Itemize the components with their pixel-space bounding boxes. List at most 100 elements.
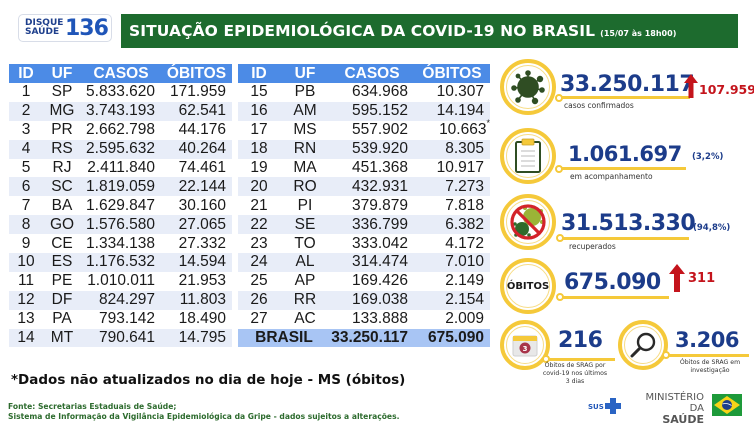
calendar-number: 3 [523,345,528,353]
recovered-percent: (94,8%) [693,223,731,233]
deaths-ring: ÓBITOS [500,258,556,314]
cell-casos-text: 539.920 [351,140,408,158]
brazil-flag-icon [712,394,742,416]
footer-logos: SUS MINISTÉRIO DA SAÚDE [588,392,748,424]
cell-casos: 133.888 [330,310,414,329]
cell-uf: PA [43,310,81,329]
cell-obitos: 171.959 [161,83,232,102]
confirmed-cases-label: casos confirmados [564,101,634,110]
srag-investigation-ring [618,320,668,370]
cell-obitos: 11.803 [161,290,232,310]
cell-uf-text: AC [294,310,316,328]
cell-uf-text: AP [294,272,316,290]
cell-id: 9 [9,234,43,253]
cell-casos-text: 3.743.193 [86,102,155,120]
table-row: 12 DF 824.297 11.803 [9,290,232,310]
srag-recent-ring: 3 [500,320,550,370]
clipboard-icon [515,138,541,173]
cell-uf: SC [43,177,81,197]
cell-uf-text: PR [51,121,73,139]
footnote: *Dados não atualizados no dia de hoje - … [11,372,406,388]
cell-uf: AM [280,101,330,121]
col-obitos: ÓBITOS [161,64,232,83]
cell-obitos: 27.065 [161,215,232,235]
table-row: 23 TO 333.042 4.172 [238,234,490,253]
cell-id-text: 11 [17,272,35,290]
cell-casos: 539.920 [330,139,414,159]
cell-obitos-text: 7.010 [445,253,484,271]
states-table-right-body: 15 PB 634.968 10.307 16 AM 595.152 14.194 17 MS 55… [238,83,490,348]
magnifier-icon [630,332,656,358]
srag-recent-label-3: 3 dias [565,378,585,385]
cell-uf: ES [43,253,81,272]
cell-uf: SP [43,83,81,102]
cell-casos-text: 793.142 [98,310,155,328]
cell-id: 24 [238,253,280,272]
cell-id-text: 16 [250,102,268,120]
cell-casos: 451.368 [330,159,414,178]
cell-id: 25 [238,272,280,291]
cell-uf: RS [43,139,81,159]
virus-icon [511,70,545,105]
cell-obitos-text: 2.154 [445,291,484,309]
cell-obitos: 4.172 [414,234,490,253]
cell-obitos: 21.953 [161,272,232,291]
cell-obitos-text: 7.273 [445,177,484,195]
table-row: 17 MS 557.902 10.663* [238,118,490,140]
col-casos: CASOS [81,64,161,83]
cell-obitos-text: 2.149 [445,272,484,290]
cell-uf: PR [43,121,81,140]
table-row: 14 MT 790.641 14.795 [9,328,232,348]
ministry-line1: MINISTÉRIO DA [645,392,704,414]
cell-casos: 790.641 [81,328,161,348]
cell-id-text: 23 [250,234,268,252]
total-obitos: 675.090 [414,328,490,348]
cell-casos-text: 634.968 [351,83,408,101]
cell-uf: BA [43,196,81,215]
cell-id: 22 [238,215,280,235]
source-note: Fonte: Secretarias Estaduais de Saúde; S… [8,402,399,422]
cell-obitos: 14.594 [161,253,232,272]
cell-uf-text: RN [293,140,317,158]
cell-obitos-text: 11.803 [179,291,226,309]
cell-uf: RN [280,139,330,159]
cell-id: 19 [238,159,280,178]
table-row: 7 BA 1.629.847 30.160 [9,196,232,215]
cell-obitos-text: 8.305 [445,140,484,158]
monitoring-percent: (3,2%) [692,152,724,162]
cell-uf: PI [280,196,330,215]
cell-obitos: 7.273 [414,177,490,197]
cell-id-text: 19 [250,159,268,176]
cell-id-text: 26 [250,291,268,309]
cell-uf-text: CE [51,234,73,252]
table-row: 10 ES 1.176.532 14.594 [9,253,232,272]
hotline-label: DISQUE SAÚDE [25,19,63,37]
srag-investigation-label-2: investigação [690,367,730,374]
table-row: 21 PI 379.879 7.818 [238,196,490,215]
cell-uf: MS [280,121,330,140]
table-row: 16 AM 595.152 14.194 [238,101,490,121]
cell-casos-text: 5.833.620 [86,83,155,101]
recovered-label: recuperados [569,242,616,251]
deaths-badge: ÓBITOS [506,280,550,292]
cell-casos: 2.662.798 [81,121,161,140]
col-id: ID [238,64,280,83]
arrow-up-icon [684,74,698,98]
cell-obitos: 7.010 [414,253,490,272]
cell-uf-text: TO [294,234,316,252]
table-header-row: ID UF CASOS ÓBITOS [238,64,490,83]
cell-casos-text: 314.474 [351,253,408,271]
cell-obitos: 14.795 [161,328,232,348]
cell-obitos-text: 14.594 [178,253,226,271]
cell-casos-text: 379.879 [351,196,408,214]
cell-casos-text: 133.888 [351,310,408,328]
cell-uf: SE [280,215,330,235]
srag-investigation-label-1: Óbitos de SRAG em [679,359,741,366]
cell-casos-text: 2.595.632 [86,140,155,158]
update-date: (15/07 às 18h00) [600,28,677,38]
cell-casos-text: 333.042 [351,234,408,252]
cell-casos: 557.902 [330,121,414,140]
recovered-value: 31.513.330 [561,211,696,236]
cell-uf-text: MS [293,121,317,139]
states-table-left: ID UF CASOS ÓBITOS 1 SP 5.833.620 171.959 2 M… [9,64,232,348]
